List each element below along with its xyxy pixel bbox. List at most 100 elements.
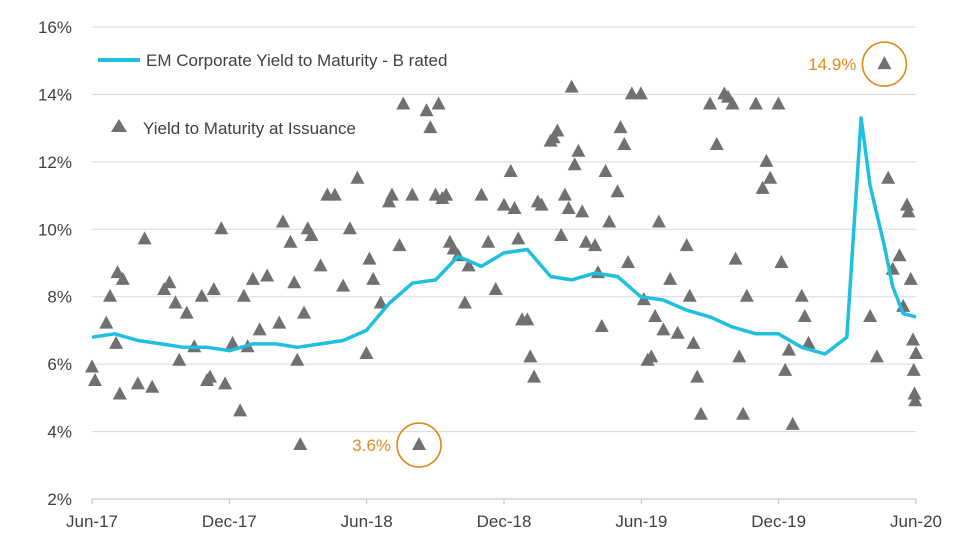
issuance-point xyxy=(801,335,816,349)
issuance-point xyxy=(172,352,187,366)
issuance-point xyxy=(112,386,127,400)
issuance-point xyxy=(797,308,812,322)
issuance-point xyxy=(488,281,503,295)
issuance-point xyxy=(194,288,209,302)
issuance-point xyxy=(203,369,218,383)
issuance-point xyxy=(381,194,396,208)
issuance-point xyxy=(794,288,809,302)
issuance-point xyxy=(481,234,496,248)
yield-line xyxy=(91,116,917,356)
annotation-circle xyxy=(396,422,442,468)
issuance-point xyxy=(350,170,365,184)
issuance-point xyxy=(457,295,472,309)
issuance-point xyxy=(145,379,160,393)
issuance-point xyxy=(550,123,565,137)
issuance-scatter-series xyxy=(85,56,923,451)
issuance-point xyxy=(304,228,319,242)
issuance-point xyxy=(670,325,685,339)
x-tick-label: Dec-18 xyxy=(477,512,532,531)
issuance-point xyxy=(617,137,632,150)
issuance-point xyxy=(384,187,399,201)
issuance-point xyxy=(103,288,118,302)
issuance-point xyxy=(474,187,489,201)
y-tick-label: 16% xyxy=(38,18,72,37)
issuance-point xyxy=(423,120,438,134)
issuance-point xyxy=(168,295,183,309)
issuance-point xyxy=(892,248,907,262)
x-tick-labels: Jun-17 Dec-17 Jun-18 Dec-18 Jun-19 Dec-19 Jun-… xyxy=(66,512,942,531)
issuance-point xyxy=(520,312,535,326)
issuance-point xyxy=(431,96,446,110)
issuance-point xyxy=(439,187,454,201)
issuance-point xyxy=(275,214,290,228)
issuance-point xyxy=(497,197,511,211)
issuance-point xyxy=(527,369,542,383)
x-tick-label: Jun-18 xyxy=(341,512,393,531)
axes xyxy=(91,498,917,504)
annotation-label: 14.9% xyxy=(808,55,856,74)
y-tick-label: 14% xyxy=(38,85,72,104)
issuance-point xyxy=(778,362,793,376)
issuance-point xyxy=(507,201,522,215)
issuance-point xyxy=(869,349,884,363)
x-tick-label: Dec-19 xyxy=(751,512,806,531)
issuance-point xyxy=(359,346,374,360)
issuance-point xyxy=(297,305,312,319)
issuance-point xyxy=(621,255,636,268)
legend-triangle-swatch xyxy=(111,119,127,132)
x-tick-label: Jun-20 xyxy=(890,512,942,531)
issuance-point xyxy=(905,332,920,346)
legend-label-line-series: EM Corporate Yield to Maturity - B rated xyxy=(146,51,447,70)
issuance-point xyxy=(771,96,786,110)
issuance-point xyxy=(272,315,287,329)
issuance-point xyxy=(682,288,697,302)
issuance-point xyxy=(610,184,625,198)
annotation-circle xyxy=(861,41,908,87)
issuance-point xyxy=(115,271,130,285)
issuance-point xyxy=(214,221,229,235)
issuance-point xyxy=(567,157,582,171)
issuance-point xyxy=(236,288,251,302)
yield-line-series xyxy=(91,116,917,356)
issuance-point xyxy=(342,221,357,235)
issuance-point xyxy=(656,322,671,336)
issuance-point xyxy=(909,346,923,360)
issuance-point xyxy=(781,342,796,356)
gridlines xyxy=(92,26,916,433)
issuance-point xyxy=(693,406,708,420)
issuance-point xyxy=(206,281,221,295)
y-tick-label: 12% xyxy=(38,153,72,172)
issuance-point xyxy=(564,79,579,93)
issuance-point xyxy=(587,238,602,252)
issuance-point xyxy=(901,204,916,218)
issuance-point xyxy=(225,335,240,349)
y-tick-label: 2% xyxy=(47,490,72,509)
issuance-point xyxy=(755,180,770,194)
issuance-point xyxy=(109,335,124,349)
issuance-point xyxy=(137,231,152,245)
legend-label-scatter-series: Yield to Maturity at Issuance xyxy=(143,119,356,138)
issuance-point xyxy=(690,369,705,383)
x-tick-label: Jun-17 xyxy=(66,512,118,531)
issuance-point xyxy=(293,437,308,451)
issuance-point xyxy=(877,56,892,70)
x-tick-label: Jun-19 xyxy=(615,512,667,531)
issuance-point xyxy=(511,231,526,245)
issuance-point xyxy=(557,187,572,201)
issuance-point xyxy=(290,352,305,366)
issuance-point xyxy=(396,96,411,110)
issuance-point xyxy=(110,265,125,279)
issuance-point xyxy=(283,234,298,248)
issuance-point xyxy=(633,86,648,100)
issuance-point xyxy=(461,258,476,272)
issuance-point xyxy=(903,271,918,285)
issuance-point xyxy=(899,197,914,211)
issuance-point xyxy=(648,308,663,322)
issuance-point xyxy=(571,143,586,157)
issuance-point xyxy=(863,308,878,322)
issuance-point xyxy=(739,288,754,302)
issuance-point xyxy=(624,86,639,100)
issuance-point xyxy=(313,258,328,272)
issuance-point xyxy=(412,437,427,451)
